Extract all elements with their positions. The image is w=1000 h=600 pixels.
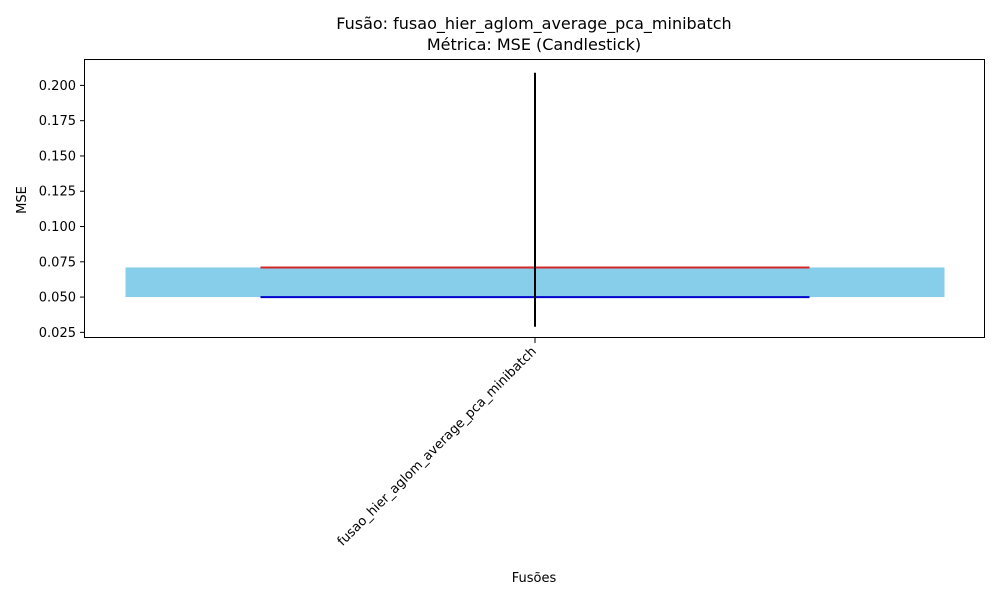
y-tick-label: 0.050	[39, 291, 76, 306]
y-tick-label: 0.175	[39, 114, 76, 129]
y-axis-label: MSE	[15, 186, 30, 214]
y-tick-label: 0.125	[39, 185, 76, 200]
plot-frame	[84, 59, 985, 338]
y-tick-label: 0.150	[39, 149, 76, 164]
x-tick-label: fusao_hier_aglom_average_pca_minibatch	[335, 344, 540, 549]
y-tick-label: 0.025	[39, 326, 76, 341]
y-tick-label: 0.100	[39, 220, 76, 235]
y-tick-label: 0.075	[39, 255, 76, 270]
x-axis-label: Fusões	[512, 571, 557, 586]
y-tick-label: 0.200	[39, 79, 76, 94]
y-axis: 0.025 0.050 0.075 0.100 0.125 0.150 0.175 0.200	[39, 79, 85, 341]
plot-area	[125, 72, 945, 327]
chart-subtitle: Métrica: MSE (Candlestick)	[427, 35, 641, 54]
chart-title: Fusão: fusao_hier_aglom_average_pca_mini…	[336, 14, 731, 34]
x-axis: fusao_hier_aglom_average_pca_minibatch	[335, 338, 540, 549]
